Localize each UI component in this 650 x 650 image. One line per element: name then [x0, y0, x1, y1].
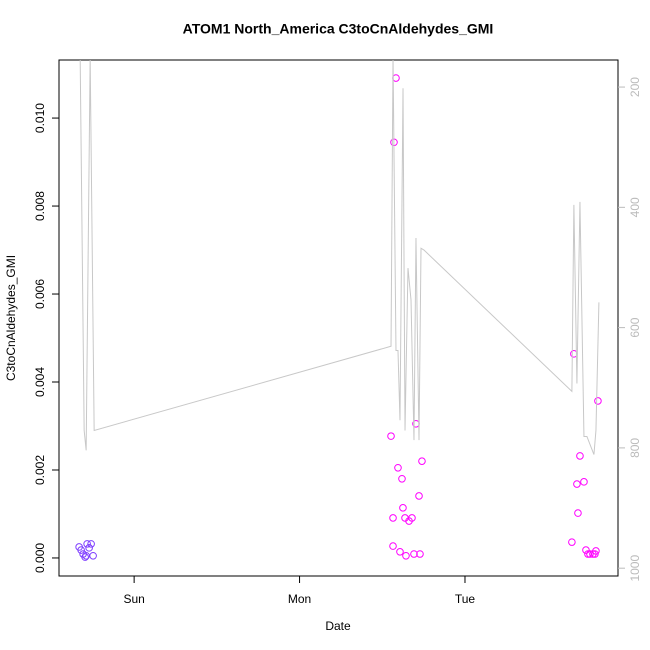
- point: [410, 550, 418, 558]
- point: [85, 544, 93, 552]
- chart-title: ATOM1 North_America C3toCnAldehydes_GMI: [183, 21, 494, 37]
- y2-tick-label: 600: [628, 317, 642, 337]
- point: [573, 480, 581, 488]
- point: [580, 478, 588, 486]
- line: [79, 60, 600, 455]
- point: [576, 452, 584, 460]
- point: [586, 550, 594, 558]
- x-tick-label: Tue: [455, 592, 476, 606]
- point: [402, 551, 410, 560]
- y2-tick-label: 1000: [628, 555, 642, 582]
- point: [568, 538, 576, 546]
- point: [574, 509, 582, 517]
- point: [394, 463, 402, 472]
- point: [387, 432, 395, 440]
- x-tick-label: Mon: [288, 592, 311, 606]
- point: [418, 457, 426, 465]
- point: [594, 397, 602, 405]
- plot-area: [75, 60, 602, 561]
- y-tick-label: 0.002: [33, 455, 47, 485]
- right-axis: 200 400 600 800 1000: [618, 77, 642, 582]
- y-tick-label: 0.004: [33, 367, 47, 397]
- point: [81, 553, 89, 561]
- y2-tick-label: 200: [628, 77, 642, 97]
- point: [591, 550, 599, 558]
- point: [389, 542, 397, 550]
- y-tick-label: 0.006: [33, 279, 47, 309]
- point: [389, 514, 397, 522]
- y2-tick-label: 800: [628, 438, 642, 458]
- point: [396, 548, 404, 556]
- point: [77, 546, 85, 554]
- plot-frame: [58, 59, 619, 577]
- point: [415, 492, 423, 500]
- point: [416, 550, 424, 558]
- point: [83, 540, 91, 548]
- point: [408, 514, 416, 522]
- y-tick-label: 0.010: [33, 103, 47, 133]
- y-axis-label: C3toCnAldehydes_GMI: [4, 255, 18, 381]
- y2-tick-label: 400: [628, 197, 642, 217]
- y-tick-label: 0.000: [33, 543, 47, 573]
- point: [399, 504, 407, 512]
- point: [592, 547, 600, 555]
- x-tick-label: Sun: [123, 592, 144, 606]
- point: [89, 551, 97, 560]
- point: [398, 474, 406, 483]
- point: [582, 546, 590, 554]
- y-tick-label: 0.008: [33, 191, 47, 221]
- point: [87, 540, 95, 548]
- x-axis-label: Date: [325, 619, 351, 633]
